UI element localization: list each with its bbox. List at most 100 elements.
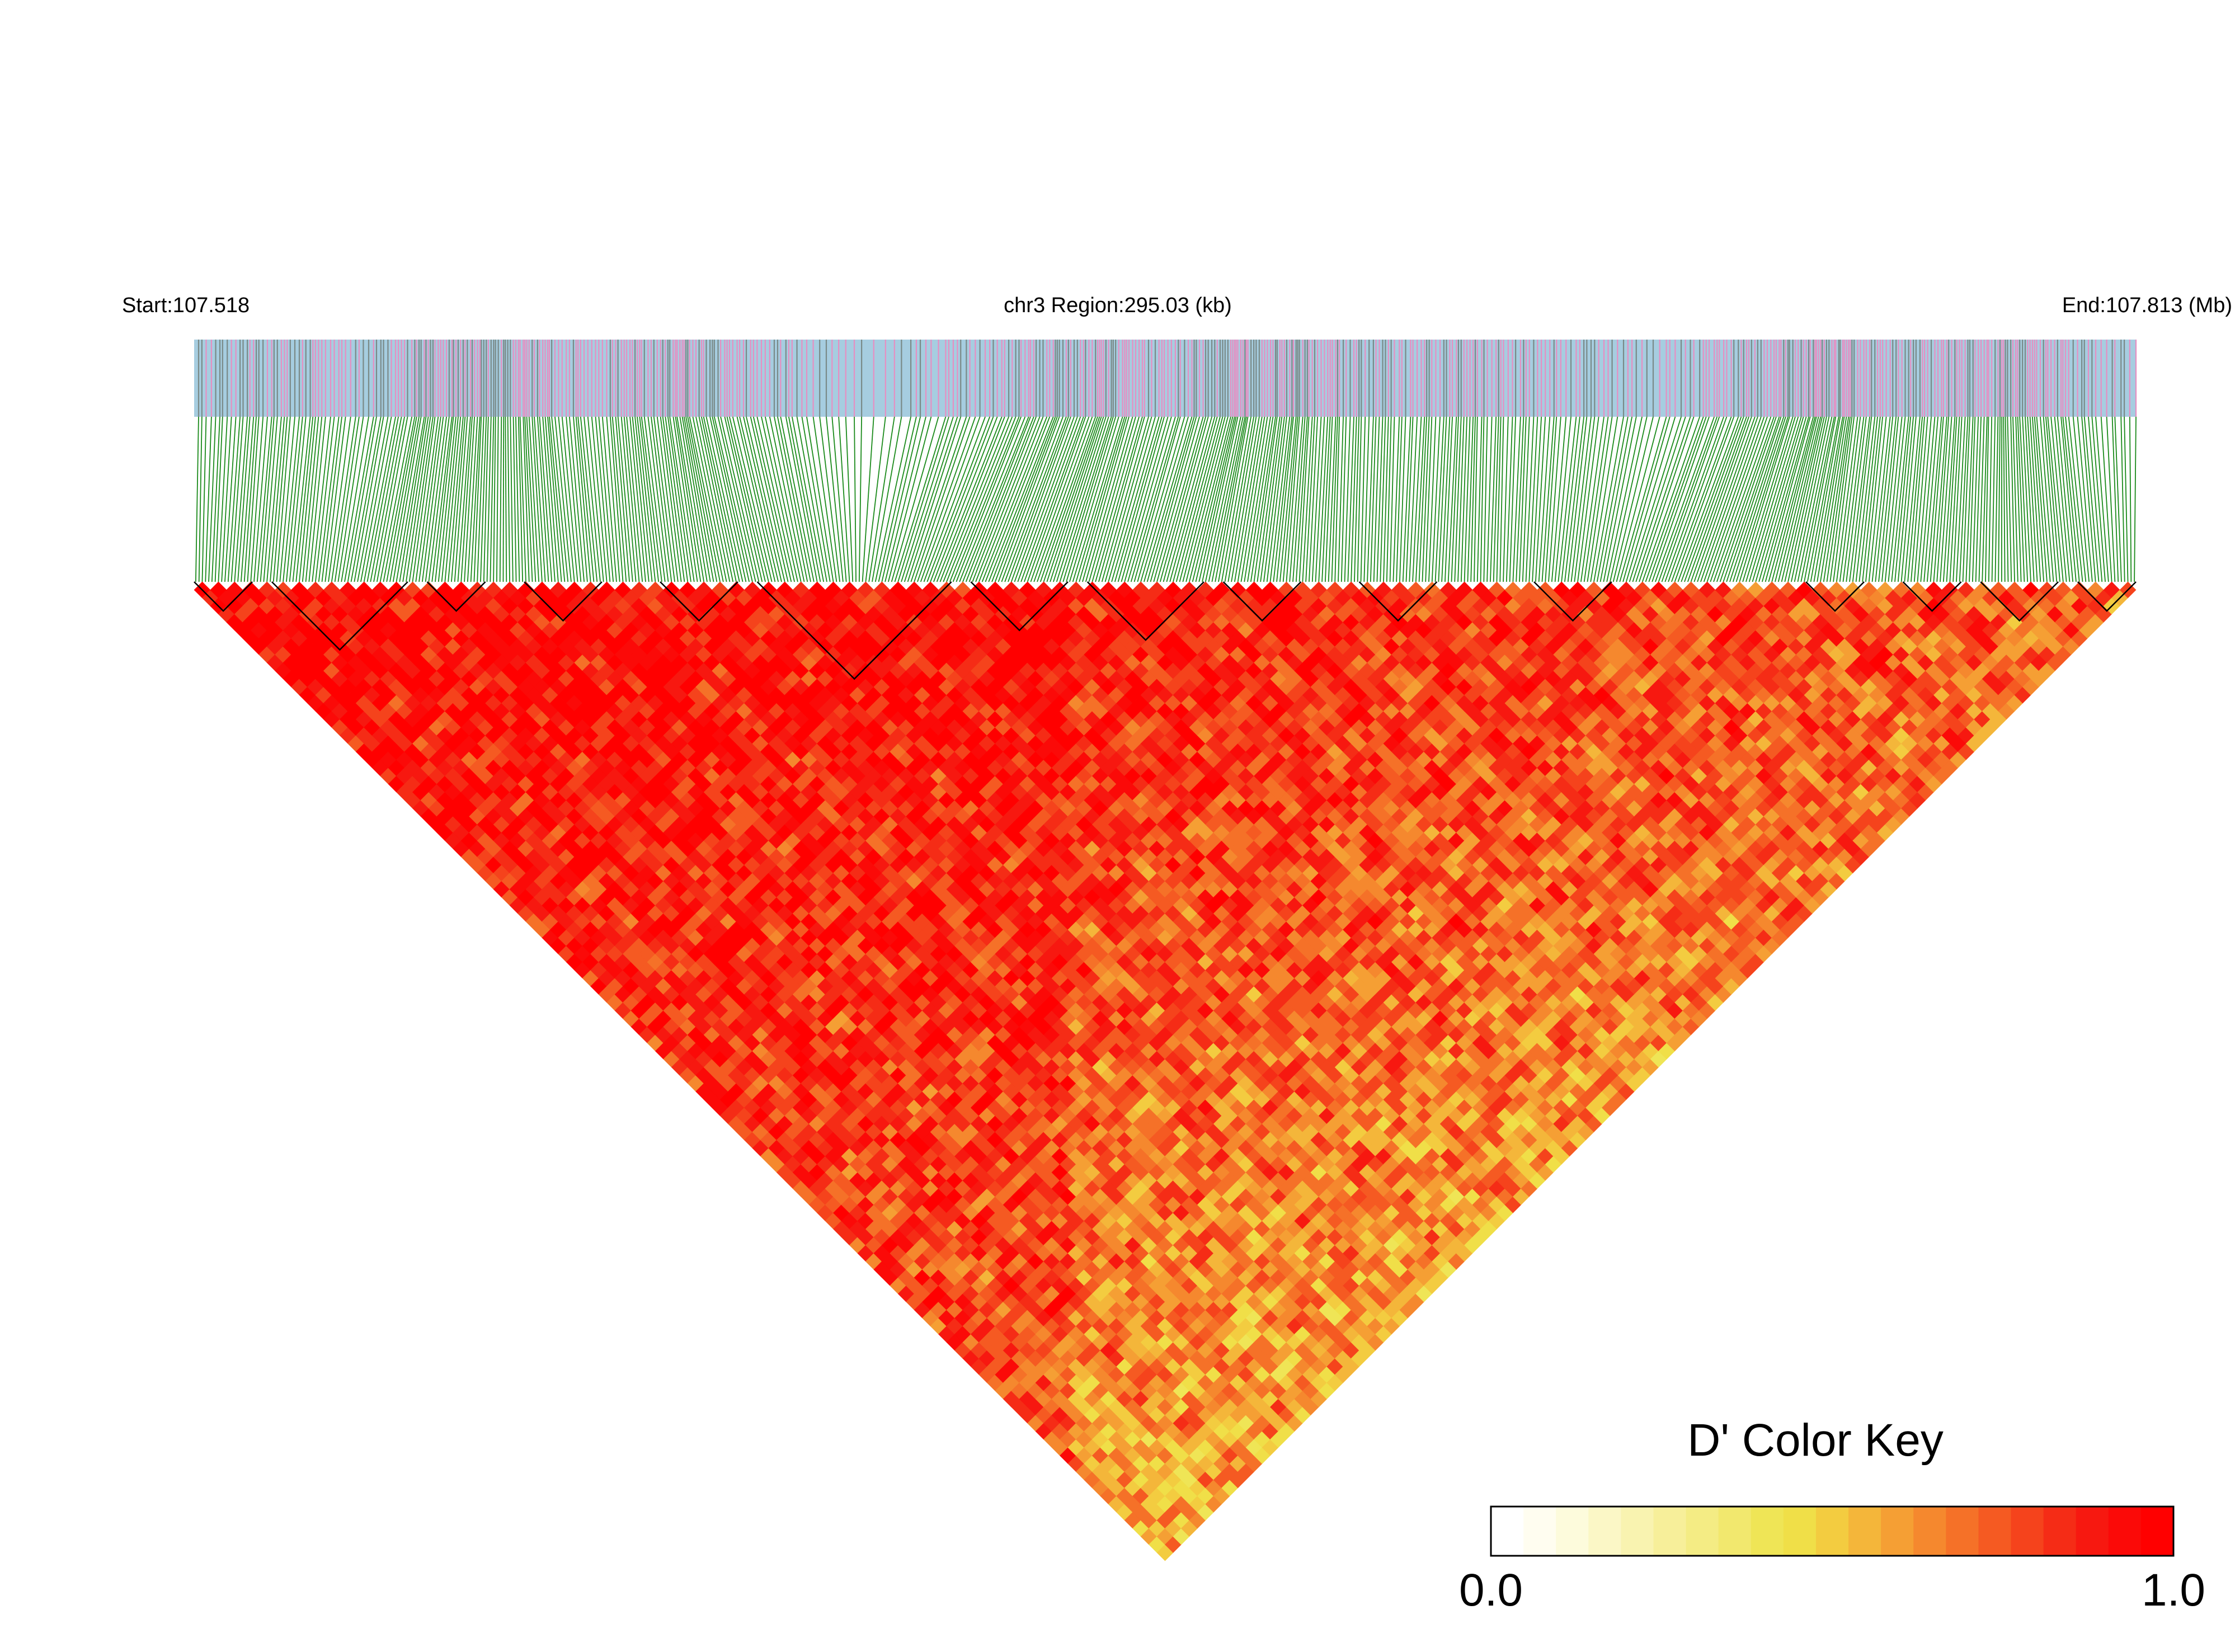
connector-line xyxy=(2022,416,2031,582)
connector-line xyxy=(460,416,473,582)
connector-line xyxy=(2043,416,2058,582)
snp-connector-lines xyxy=(195,416,2137,582)
connector-line xyxy=(936,416,1003,582)
connector-line xyxy=(1211,416,1246,582)
connector-line xyxy=(337,416,364,582)
connector-line xyxy=(1127,416,1176,582)
connector-line xyxy=(1486,416,1493,582)
connector-line xyxy=(473,416,482,582)
connector-line xyxy=(703,416,740,582)
connector-line xyxy=(321,416,342,582)
connector-line xyxy=(1221,416,1252,582)
connector-line xyxy=(305,416,323,582)
connector-line xyxy=(629,416,646,582)
connector-line xyxy=(517,416,524,582)
connector-line xyxy=(1088,416,1136,582)
connector-line xyxy=(1904,416,1921,582)
connector-line xyxy=(1464,416,1471,582)
connector-line xyxy=(1166,416,1212,582)
connector-line xyxy=(208,416,217,582)
connector-line xyxy=(1952,416,1963,582)
connector-line xyxy=(1891,416,1909,582)
connector-line xyxy=(412,416,436,582)
connector-line xyxy=(764,416,802,582)
connector-line xyxy=(681,416,711,582)
connector-line xyxy=(683,416,714,582)
connector-line xyxy=(713,416,753,582)
connector-line xyxy=(279,416,295,582)
connector-line xyxy=(1703,416,1762,582)
connector-line xyxy=(1969,416,1976,582)
connector-line xyxy=(1050,416,1104,582)
connector-line xyxy=(1130,416,1179,582)
connector-line xyxy=(1505,416,1513,582)
connector-line xyxy=(354,416,384,582)
connector-line xyxy=(2134,416,2137,582)
connector-line xyxy=(318,416,340,582)
connector-line xyxy=(402,416,429,582)
connector-line xyxy=(519,416,526,582)
connector-line xyxy=(988,416,1054,582)
connector-line xyxy=(1930,416,1944,582)
connector-line xyxy=(2095,416,2109,582)
connector-line xyxy=(1185,416,1229,582)
connector-line xyxy=(441,416,459,582)
connector-line xyxy=(1804,416,1837,582)
connector-line xyxy=(2027,416,2038,582)
connector-line xyxy=(1833,416,1855,582)
connector-line xyxy=(406,416,431,582)
connector-line xyxy=(1687,416,1747,582)
connector-line xyxy=(357,416,389,582)
connector-line xyxy=(1745,416,1796,582)
connector-line xyxy=(1732,416,1786,582)
connector-line xyxy=(502,416,505,582)
connector-line xyxy=(1593,416,1624,582)
connector-line xyxy=(383,416,416,582)
connector-line xyxy=(732,416,773,582)
connector-line xyxy=(435,416,454,582)
connector-line xyxy=(493,416,496,582)
connector-line xyxy=(1567,416,1588,582)
connector-line xyxy=(389,416,420,582)
connector-line xyxy=(537,416,549,582)
connector-line xyxy=(1868,416,1887,582)
connector-line xyxy=(991,416,1056,582)
connector-line xyxy=(1858,416,1878,582)
connector-line xyxy=(1503,416,1509,582)
connector-line xyxy=(1046,416,1102,582)
connector-line xyxy=(2062,416,2080,582)
connector-line xyxy=(1075,416,1126,582)
connector-line xyxy=(2047,416,2064,582)
connector-line xyxy=(653,416,675,582)
connector-line xyxy=(1641,416,1701,582)
connector-line xyxy=(558,416,575,582)
connector-line xyxy=(2019,416,2029,582)
connector-line xyxy=(1344,416,1351,582)
connector-line xyxy=(1053,416,1107,582)
start-label: Start:107.518 xyxy=(122,294,250,317)
connector-line xyxy=(1580,416,1605,582)
connector-line xyxy=(1380,416,1386,582)
connector-line xyxy=(933,416,998,582)
connector-line xyxy=(1253,416,1278,582)
connector-line xyxy=(910,416,967,582)
connector-line xyxy=(656,416,679,582)
connector-line xyxy=(1829,416,1853,582)
connector-line xyxy=(1632,416,1686,582)
connector-line xyxy=(1017,416,1078,582)
connector-line xyxy=(1739,416,1790,582)
connector-line xyxy=(1447,416,1457,582)
connector-line xyxy=(1855,416,1876,582)
connector-line xyxy=(1982,416,1988,582)
connector-line xyxy=(1846,416,1867,582)
connector-line xyxy=(1039,416,1098,582)
connector-line xyxy=(1425,416,1433,582)
connector-line xyxy=(881,416,921,582)
connector-line xyxy=(1163,416,1209,582)
connector-line xyxy=(1027,416,1086,582)
connector-line xyxy=(1917,416,1932,582)
connector-line xyxy=(1396,416,1403,582)
connector-line xyxy=(505,416,507,582)
connector-line xyxy=(726,416,766,582)
connector-line xyxy=(1198,416,1237,582)
